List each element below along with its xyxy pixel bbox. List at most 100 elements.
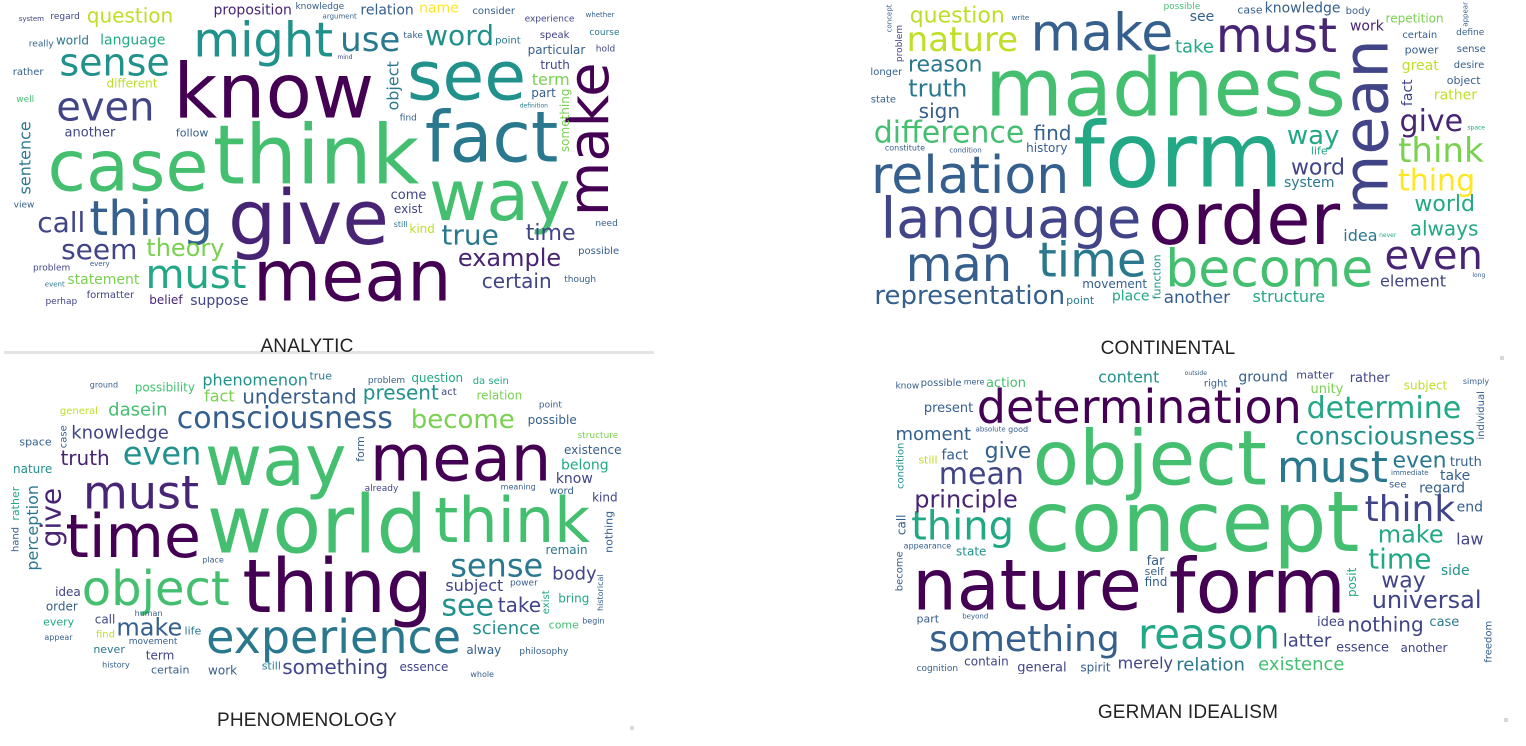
- word-simply: simply: [1463, 377, 1489, 386]
- word-give: give: [1400, 104, 1464, 139]
- word-course: course: [589, 28, 620, 38]
- word-world: world: [207, 479, 427, 572]
- word-merely: merely: [1118, 653, 1173, 672]
- word-relation: relation: [477, 389, 523, 403]
- word-something: something: [558, 89, 572, 153]
- wordcloud-analytic: think give know fact case way mean see make thing…: [10, 0, 622, 308]
- word-find: find: [1145, 575, 1168, 589]
- word-question: question: [87, 3, 173, 27]
- word-case: case: [1237, 4, 1263, 17]
- word-make: make: [557, 62, 622, 216]
- word-take: take: [1440, 468, 1470, 484]
- word-still: still: [918, 453, 937, 466]
- word-word: word: [549, 486, 574, 497]
- word-true: true: [309, 370, 332, 383]
- word-become: become: [411, 405, 515, 435]
- word-principle: principle: [914, 485, 1018, 513]
- word-determination: determination: [977, 380, 1302, 434]
- word-function: function: [1151, 254, 1164, 299]
- word-word: word: [1291, 155, 1345, 180]
- word-general: general: [60, 406, 98, 417]
- word-different: different: [106, 76, 157, 90]
- word-case: case: [1429, 615, 1459, 630]
- word-power: power: [510, 579, 538, 589]
- word-make: make: [116, 614, 182, 642]
- word-question: question: [411, 371, 463, 385]
- word-possibility: possibility: [135, 381, 195, 395]
- word-concept: concept: [885, 4, 893, 32]
- word-repetition: repetition: [1386, 12, 1444, 26]
- word-seem: seem: [61, 233, 137, 266]
- word-begin: begin: [582, 616, 604, 625]
- word-perception: perception: [23, 485, 42, 571]
- word-define: define: [1456, 28, 1485, 38]
- word-existence: existence: [564, 443, 622, 457]
- word-time: time: [526, 221, 576, 246]
- word-object: object: [383, 61, 402, 110]
- word-appear: appear: [44, 633, 73, 642]
- word-history: history: [1026, 141, 1067, 155]
- word-madness: madness: [985, 41, 1346, 134]
- word-meaning: meaning: [501, 483, 536, 492]
- word-consider: consider: [472, 6, 515, 17]
- word-far: far: [1147, 554, 1166, 569]
- word-case: case: [48, 126, 209, 208]
- word-experience: experience: [525, 14, 575, 24]
- word-order: order: [46, 600, 78, 614]
- word-right: right: [1204, 379, 1228, 390]
- word-nothing: nothing: [603, 511, 616, 553]
- word-find: find: [1034, 121, 1072, 145]
- word-great: great: [1402, 58, 1440, 74]
- word-present: present: [924, 401, 973, 416]
- word-general: general: [1017, 660, 1066, 674]
- word-well: well: [16, 95, 34, 105]
- word-term: term: [532, 70, 570, 89]
- word-essence: essence: [399, 660, 448, 674]
- word-law: law: [1456, 529, 1483, 548]
- word-though: though: [564, 275, 596, 285]
- word-mean: mean: [253, 236, 452, 308]
- word-must: must: [1277, 442, 1388, 493]
- word-cognition: cognition: [917, 664, 959, 674]
- word-must: must: [1216, 8, 1337, 64]
- word-knowledge: knowledge: [295, 2, 344, 12]
- corner-mark: [1500, 356, 1504, 360]
- word-truth: truth: [60, 446, 109, 470]
- word-even: even: [1393, 449, 1447, 474]
- word-question: question: [910, 3, 1005, 28]
- word-another: another: [65, 125, 116, 140]
- word-event: event: [45, 280, 65, 288]
- word-system: system: [19, 15, 44, 23]
- word-part: part: [917, 612, 940, 625]
- word-history: history: [102, 660, 130, 669]
- word-appear: appear: [1461, 2, 1469, 27]
- word-posit: posit: [1345, 567, 1359, 597]
- word-appearance: appearance: [904, 542, 952, 551]
- word-mean: mean: [370, 423, 552, 497]
- word-phenomenon: phenomenon: [202, 370, 308, 389]
- word-body: body: [552, 564, 597, 585]
- word-content: content: [1098, 368, 1159, 386]
- word-essence: essence: [1336, 641, 1389, 656]
- word-movement: movement: [1082, 277, 1147, 291]
- word-science: science: [472, 618, 540, 639]
- word-give: give: [228, 173, 389, 262]
- word-nature: nature: [13, 462, 52, 476]
- word-regard: regard: [1419, 480, 1465, 496]
- word-language: language: [881, 187, 1142, 252]
- word-sign: sign: [919, 99, 960, 123]
- word-possible: possible: [578, 246, 619, 257]
- word-mean: mean: [1330, 39, 1403, 215]
- word-possible: possible: [1163, 2, 1200, 12]
- word-ground: ground: [90, 380, 118, 389]
- word-element: element: [1380, 271, 1446, 290]
- word-way: way: [1287, 121, 1340, 151]
- word-rather: rather: [1434, 87, 1477, 103]
- word-philosophy: philosophy: [519, 647, 569, 657]
- word-way: way: [429, 155, 571, 237]
- corner-mark: [1504, 718, 1508, 722]
- word-point: point: [1066, 294, 1095, 307]
- word-problem: problem: [895, 25, 905, 62]
- word-write: write: [1012, 14, 1030, 22]
